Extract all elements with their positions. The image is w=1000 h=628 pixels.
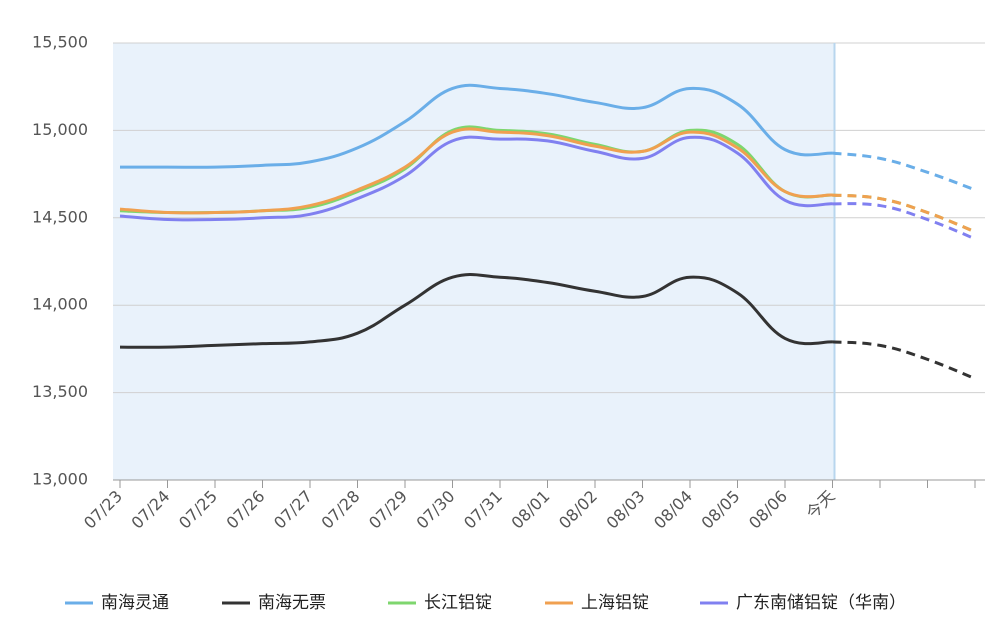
y-tick-label: 13,500 <box>32 382 88 401</box>
legend-label: 广东南储铝锭（华南） <box>736 593 906 613</box>
x-tick-label: 07/25 <box>175 487 221 533</box>
legend-label: 长江铝锭 <box>424 593 492 613</box>
x-tick-label: 07/27 <box>270 487 316 533</box>
series-line <box>832 202 976 241</box>
x-tick-label: 07/26 <box>222 487 268 533</box>
past-region <box>113 43 835 480</box>
legend-label: 南海无票 <box>258 593 326 613</box>
y-tick-label: 15,000 <box>32 120 88 139</box>
y-tick-label: 14,500 <box>32 207 88 226</box>
x-tick-label: 08/02 <box>555 487 601 533</box>
y-tick-label: 15,500 <box>32 33 88 52</box>
series-line <box>832 151 976 192</box>
x-tick-label: 08/03 <box>602 487 648 533</box>
x-tick-label: 07/23 <box>80 487 126 533</box>
series-line <box>119 135 833 222</box>
x-tick-label: 08/05 <box>697 487 743 533</box>
series-line <box>832 340 976 381</box>
series-line <box>832 193 976 234</box>
x-tick-label: 08/01 <box>507 487 553 533</box>
series-line <box>119 127 833 215</box>
y-tick-label: 13,000 <box>32 470 88 489</box>
x-tick-label: 07/31 <box>460 487 506 533</box>
x-tick-label: 08/06 <box>745 487 791 533</box>
series-line <box>119 272 833 349</box>
legend-label: 南海灵通 <box>101 593 169 613</box>
x-tick-label: 07/28 <box>317 487 363 533</box>
legend-label: 上海铝锭 <box>581 593 649 613</box>
y-tick-label: 14,000 <box>32 295 88 314</box>
x-tick-label: 08/04 <box>650 487 696 533</box>
x-tick-label: 07/30 <box>412 487 458 533</box>
x-tick-label: 今天 <box>802 487 838 523</box>
series-line <box>120 83 833 169</box>
x-tick-label: 07/29 <box>365 487 411 533</box>
x-tick-label: 07/24 <box>127 487 173 533</box>
series-line <box>832 193 976 234</box>
